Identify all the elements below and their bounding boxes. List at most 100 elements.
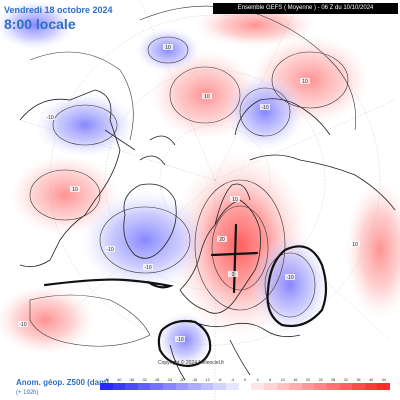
legend-swatch xyxy=(238,383,252,390)
negative-anomaly-area xyxy=(250,235,330,335)
contour-label: -10 xyxy=(45,114,55,121)
contour-label-text: -10 xyxy=(144,265,151,271)
legend-tick-label: 4 xyxy=(256,378,259,382)
contour-label-text: -10 xyxy=(46,115,53,121)
negative-anomaly-area xyxy=(35,93,135,157)
contour-line xyxy=(264,252,316,318)
legend-tick-label: 28 xyxy=(331,378,336,382)
contour-label-text: 10 xyxy=(165,45,171,51)
legend-tick-label: 44 xyxy=(381,378,386,382)
cross-annotation-vertical xyxy=(232,223,238,294)
contour-label: 0 xyxy=(228,271,238,278)
legend-swatch xyxy=(200,383,214,390)
contour-label-text: 20 xyxy=(219,237,225,243)
contour-line xyxy=(271,51,349,109)
contour-label-text: 0 xyxy=(232,272,235,278)
contour-label: -10 xyxy=(285,274,295,281)
contour-line xyxy=(52,104,118,146)
contour-lines xyxy=(29,5,356,347)
legend-swatch xyxy=(188,383,201,390)
positive-anomaly-area xyxy=(195,3,315,47)
contour-label-text: -10 xyxy=(176,337,183,343)
forecast-time: 8:00 locale xyxy=(4,16,76,32)
variable-label: Anom. géop. Z500 (dam) xyxy=(16,378,109,387)
legend-swatch xyxy=(352,383,365,390)
positive-anomaly-area xyxy=(0,285,95,355)
contour-line xyxy=(99,206,191,274)
contour-label: 10 xyxy=(300,78,310,85)
legend-tick-label: -8 xyxy=(218,378,222,382)
contour-line xyxy=(239,87,291,137)
legend-tick-label: -12 xyxy=(204,378,210,382)
contour-line xyxy=(194,179,286,311)
model-run-banner: Ensemble GEFS ( Moyenne ) - 06 Z du 10/1… xyxy=(213,3,398,14)
contour-labels: -10 10 10 -10 -10 10 -10 20 10 -10 -10 10 -10 0 10 xyxy=(18,44,360,343)
legend-swatch xyxy=(213,383,227,390)
legend-tick-label: 8 xyxy=(269,378,272,382)
legend-tick-label: -16 xyxy=(191,378,198,382)
contour-label-text: 10 xyxy=(352,242,358,248)
legend-tick-label: -44 xyxy=(103,378,109,382)
contour-label: -10 xyxy=(260,104,270,111)
contour-label: 10 xyxy=(163,44,173,51)
contour-label-text: -10 xyxy=(261,105,268,111)
negative-anomaly-area xyxy=(0,0,75,50)
negative-anomaly-area xyxy=(225,74,305,150)
legend-swatch xyxy=(137,383,151,390)
legend-swatch xyxy=(276,383,290,390)
contour-line xyxy=(139,5,356,131)
contour-label-text: 10 xyxy=(204,94,210,100)
contour-line xyxy=(29,169,101,221)
europe-coast xyxy=(179,199,261,314)
contour-label-text: 10 xyxy=(72,187,78,193)
arc-annotation xyxy=(43,278,174,289)
contour-label-text: -10 xyxy=(106,247,113,253)
contour-line xyxy=(29,294,151,347)
legend-tick-label: -40 xyxy=(116,378,122,382)
contour-label: -10 xyxy=(175,336,185,343)
color-legend xyxy=(100,383,391,390)
circle-annotation-south xyxy=(157,319,212,368)
hand-annotations xyxy=(43,223,328,368)
contour-line xyxy=(169,66,241,124)
legend-tick-label: 40 xyxy=(369,378,374,382)
cross-annotation-horizontal xyxy=(210,251,259,257)
forecast-date: Vendredi 18 octobre 2024 xyxy=(4,5,113,15)
legend-swatch xyxy=(364,383,378,390)
contour-label: -10 xyxy=(143,264,153,271)
legend-swatch xyxy=(314,383,327,390)
legend-swatch xyxy=(339,383,353,390)
circle-annotation-east xyxy=(266,245,328,328)
contour-label: 10 xyxy=(70,186,80,193)
contour-label: -10 xyxy=(105,246,115,253)
legend-tick-label: 32 xyxy=(343,378,348,382)
contour-label: -10 xyxy=(18,321,28,328)
negative-anomaly-area xyxy=(80,190,210,290)
arctic-islands-coast xyxy=(104,129,176,166)
legend-swatch xyxy=(150,383,164,390)
north-america-coast xyxy=(19,89,121,268)
legend-swatch xyxy=(163,383,176,390)
legend-swatch xyxy=(263,383,277,390)
legend-tick-label: 12 xyxy=(280,378,285,382)
legend-swatch xyxy=(289,383,302,390)
contour-label-text: -10 xyxy=(19,322,26,328)
legend-tick-label: -32 xyxy=(141,378,147,382)
greenland-coast xyxy=(123,183,177,259)
legend-swatch xyxy=(125,383,138,390)
legend-swatch xyxy=(226,383,239,390)
legend-swatch xyxy=(100,383,113,390)
contour-label: 10 xyxy=(230,196,240,203)
scandinavia-coast xyxy=(214,183,251,226)
legend-tick-label: -28 xyxy=(154,378,160,382)
contour-label: 10 xyxy=(202,93,212,100)
legend-swatch xyxy=(326,383,340,390)
coastlines xyxy=(19,89,396,381)
legend-tick-label: 16 xyxy=(293,378,298,382)
contour-label: 20 xyxy=(217,236,227,243)
contour-label: 10 xyxy=(350,241,360,248)
positive-anomaly-area xyxy=(345,180,400,320)
lead-time-label: (+ 192h) xyxy=(16,390,39,396)
contour-label-text: 10 xyxy=(302,79,308,85)
